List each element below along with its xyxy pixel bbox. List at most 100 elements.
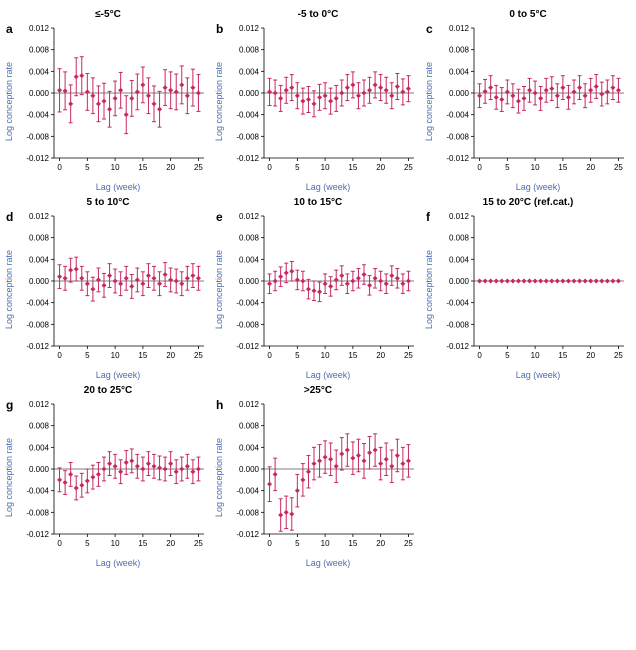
svg-text:5: 5 <box>295 539 300 548</box>
svg-text:-0.004: -0.004 <box>26 487 49 496</box>
svg-text:0.012: 0.012 <box>29 24 50 33</box>
svg-text:-0.004: -0.004 <box>26 299 49 308</box>
y-axis-label: Log conception rate <box>424 62 436 141</box>
svg-text:5: 5 <box>505 351 510 360</box>
panel-c: c0 to 5°CLog conception rate-0.012-0.008… <box>424 8 632 192</box>
svg-text:15: 15 <box>558 351 567 360</box>
panel-title: ≤-5°C <box>4 8 212 22</box>
svg-text:-0.008: -0.008 <box>26 508 49 517</box>
svg-text:10: 10 <box>111 351 120 360</box>
panel-title: 20 to 25°C <box>4 384 212 398</box>
svg-text:25: 25 <box>614 163 623 172</box>
svg-text:0.012: 0.012 <box>29 212 50 221</box>
panel-title: 0 to 5°C <box>424 8 632 22</box>
svg-text:0.008: 0.008 <box>29 422 50 431</box>
plot-wrap: Log conception rate-0.012-0.008-0.0040.0… <box>4 210 212 370</box>
svg-text:25: 25 <box>404 351 413 360</box>
scatter-plot: -0.012-0.008-0.0040.0000.0040.0080.01205… <box>226 398 420 558</box>
svg-text:0.004: 0.004 <box>239 443 260 452</box>
panel-b: b-5 to 0°CLog conception rate-0.012-0.00… <box>214 8 422 192</box>
svg-text:0.004: 0.004 <box>29 443 50 452</box>
svg-text:0: 0 <box>57 539 62 548</box>
svg-text:15: 15 <box>348 539 357 548</box>
svg-text:0: 0 <box>57 351 62 360</box>
svg-text:5: 5 <box>505 163 510 172</box>
plot-wrap: Log conception rate -0.012 -0.008 -0.004 0.0… <box>214 210 422 370</box>
panel-title: 15 to 20°C (ref.cat.) <box>424 196 632 210</box>
svg-text:25: 25 <box>194 163 203 172</box>
panel-e: e10 to 15°CLog conception rate-0.012-0.0… <box>214 196 422 380</box>
svg-text:0.008: 0.008 <box>239 422 260 431</box>
svg-text:0.008: 0.008 <box>239 234 260 243</box>
svg-text:-0.012: -0.012 <box>446 342 469 351</box>
svg-text:0.004: 0.004 <box>239 67 260 76</box>
svg-text:10: 10 <box>531 163 540 172</box>
svg-text:15: 15 <box>138 351 147 360</box>
panel-letter: h <box>216 398 223 412</box>
svg-text:-0.004: -0.004 <box>236 299 259 308</box>
scatter-plot: -0.012-0.008-0.0040.0000.0040.0080.01205… <box>226 210 420 370</box>
svg-text:0.000: 0.000 <box>449 277 470 286</box>
svg-text:15: 15 <box>348 351 357 360</box>
svg-text:5: 5 <box>85 539 90 548</box>
svg-text:5: 5 <box>85 351 90 360</box>
svg-text:0: 0 <box>57 163 62 172</box>
svg-text:15: 15 <box>348 163 357 172</box>
svg-text:0: 0 <box>267 163 272 172</box>
scatter-plot: -0.012-0.008-0.0040.0000.0040.0080.01205… <box>16 22 210 182</box>
y-axis-label: Log conception rate <box>4 62 16 141</box>
svg-text:-0.012: -0.012 <box>26 154 49 163</box>
plot-wrap: Log conception rate-0.012-0.008-0.0040.0… <box>214 398 422 558</box>
svg-text:-0.012: -0.012 <box>236 342 259 351</box>
svg-text:-0.012: -0.012 <box>446 154 469 163</box>
panel-g: g20 to 25°CLog conception rate-0.012-0.0… <box>4 384 212 568</box>
svg-text:-0.008: -0.008 <box>446 320 469 329</box>
svg-text:0.000: 0.000 <box>239 89 260 98</box>
y-axis-label: Log conception rate <box>424 250 436 329</box>
svg-text:25: 25 <box>404 539 413 548</box>
panel-title: 5 to 10°C <box>4 196 212 210</box>
plot-wrap: Log conception rate-0.012-0.008-0.0040.0… <box>214 22 422 182</box>
scatter-plot: -0.012-0.008-0.0040.0000.0040.0080.01205… <box>226 22 420 182</box>
x-axis-label: Lag (week) <box>214 558 422 568</box>
x-axis-label: Lag (week) <box>4 370 212 380</box>
svg-text:25: 25 <box>194 539 203 548</box>
svg-text:-0.004: -0.004 <box>236 487 259 496</box>
svg-text:10: 10 <box>531 351 540 360</box>
svg-text:20: 20 <box>586 351 595 360</box>
y-axis-label: Log conception rate <box>214 250 226 329</box>
panel-letter: e <box>216 210 223 224</box>
panel-letter: c <box>426 22 433 36</box>
svg-text:-0.008: -0.008 <box>236 320 259 329</box>
svg-text:5: 5 <box>85 163 90 172</box>
svg-text:25: 25 <box>614 351 623 360</box>
svg-text:0.000: 0.000 <box>449 89 470 98</box>
scatter-plot: -0.012-0.008-0.0040.0000.0040.0080.01205… <box>16 210 210 370</box>
plot-wrap: Log conception rate-0.012-0.008-0.0040.0… <box>424 210 632 370</box>
panel-f: f15 to 20°C (ref.cat.)Log conception rat… <box>424 196 632 380</box>
svg-text:0.012: 0.012 <box>449 24 470 33</box>
svg-text:-0.004: -0.004 <box>236 111 259 120</box>
panel-letter: b <box>216 22 223 36</box>
x-axis-label: Lag (week) <box>4 558 212 568</box>
y-axis-label: Log conception rate <box>4 250 16 329</box>
svg-text:0.000: 0.000 <box>29 277 50 286</box>
svg-text:5: 5 <box>295 163 300 172</box>
svg-text:25: 25 <box>194 351 203 360</box>
y-axis-label: Log conception rate <box>4 438 16 517</box>
svg-text:-0.012: -0.012 <box>236 530 259 539</box>
panel-a: a≤-5°CLog conception rate-0.012-0.008-0.… <box>4 8 212 192</box>
panel-title: -5 to 0°C <box>214 8 422 22</box>
svg-text:0.004: 0.004 <box>29 67 50 76</box>
svg-text:-0.008: -0.008 <box>236 132 259 141</box>
svg-text:0.000: 0.000 <box>239 277 260 286</box>
svg-text:25: 25 <box>404 163 413 172</box>
svg-text:-0.008: -0.008 <box>26 320 49 329</box>
svg-text:0: 0 <box>477 163 482 172</box>
svg-text:20: 20 <box>166 163 175 172</box>
svg-text:20: 20 <box>376 539 385 548</box>
svg-text:-0.012: -0.012 <box>26 530 49 539</box>
svg-text:-0.004: -0.004 <box>26 111 49 120</box>
plot-wrap: Log conception rate-0.012-0.008-0.0040.0… <box>4 22 212 182</box>
panel-letter: a <box>6 22 13 36</box>
